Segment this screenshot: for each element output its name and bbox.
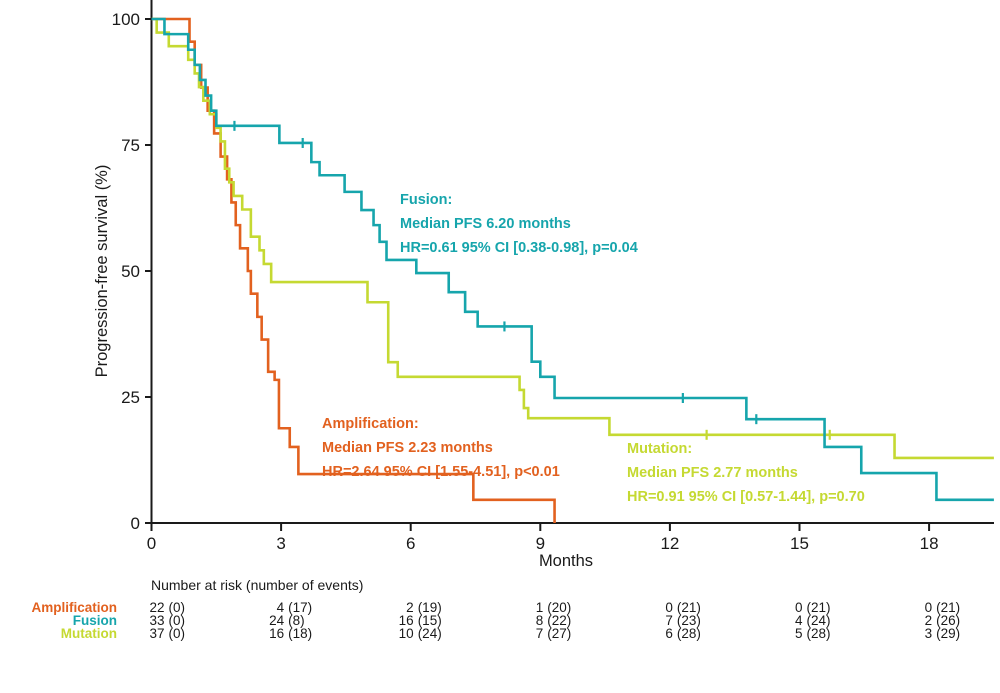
amplification-annotation: Amplification: Median PFS 2.23 months HR=2… xyxy=(322,416,560,480)
risk-cell: 7 (27) xyxy=(535,626,572,641)
risk-cell: 0 (21) xyxy=(924,600,961,615)
fusion-annotation-line: Median PFS 6.20 months xyxy=(400,216,571,232)
risk-cell: 0 (21) xyxy=(665,600,701,615)
amplification-survival-curve xyxy=(151,17,556,523)
mutation-annotation-line: HR=0.91 95% CI [0.57-1.44], p=0.70 xyxy=(627,489,865,505)
risk-cell: 8 (22) xyxy=(535,613,572,628)
x-tick-label: 12 xyxy=(660,534,679,553)
risk-table-title: Number at risk (number of events) xyxy=(151,577,364,593)
x-tick-label: 15 xyxy=(790,534,809,553)
risk-cell: 4 (24) xyxy=(794,613,831,628)
risk-cell: 24 (8) xyxy=(269,613,305,628)
axes-layer: 0 25 50 75 100 0 3 6 9 12 15 18 xyxy=(112,0,994,553)
risk-cell: 2 (19) xyxy=(406,600,442,615)
y-tick-label: 50 xyxy=(121,262,140,281)
risk-cell: 10 (24) xyxy=(398,626,442,641)
risk-cell: 7 (23) xyxy=(665,613,701,628)
fusion-annotation: Fusion: Median PFS 6.20 months HR=0.61 95%… xyxy=(400,192,638,256)
amplification-annotation-line: Median PFS 2.23 months xyxy=(322,440,493,456)
fusion-annotation-line: HR=0.61 95% CI [0.38-0.98], p=0.04 xyxy=(400,240,638,256)
mutation-survival-curve xyxy=(151,17,994,460)
risk-cell: 0 (21) xyxy=(794,600,831,615)
amplification-annotation-line: Amplification: xyxy=(322,416,419,432)
fusion-survival-curve xyxy=(151,17,994,502)
mutation-annotation-line: Mutation: xyxy=(627,441,692,457)
x-axis-title: Months xyxy=(539,552,593,570)
survival-plot: Progression-free survival (%) Months 0 25… xyxy=(93,0,994,570)
y-tick-label: 0 xyxy=(131,514,140,533)
y-axis-title: Progression-free survival (%) xyxy=(93,165,111,378)
risk-cell: 6 (28) xyxy=(665,626,701,641)
risk-cell: 16 (18) xyxy=(269,626,313,641)
risk-cell: 37 (0) xyxy=(149,626,186,641)
risk-row-label-fusion: Fusion xyxy=(72,613,117,628)
risk-cell: 2 (26) xyxy=(924,613,961,628)
amplification-annotation-line: HR=2.64 95% CI [1.55-4.51], p<0.01 xyxy=(322,464,560,480)
risk-row-label-amplification: Amplification xyxy=(31,600,117,615)
annotations-layer: Fusion: Median PFS 6.20 months HR=0.61 95%… xyxy=(322,192,865,505)
risk-row-label-mutation: Mutation xyxy=(60,626,117,641)
risk-cell: 16 (15) xyxy=(398,613,442,628)
risk-cell: 1 (20) xyxy=(535,600,572,615)
x-tick-label: 0 xyxy=(147,534,156,553)
y-tick-label: 25 xyxy=(121,388,140,407)
x-tick-label: 18 xyxy=(920,534,939,553)
x-tick-label: 6 xyxy=(406,534,415,553)
risk-cell: 33 (0) xyxy=(149,613,186,628)
fusion-annotation-line: Fusion: xyxy=(400,192,452,208)
curves-layer xyxy=(151,17,994,523)
risk-cell: 4 (17) xyxy=(276,600,313,615)
x-tick-label: 9 xyxy=(536,534,545,553)
risk-cell: 5 (28) xyxy=(794,626,831,641)
x-tick-label: 3 xyxy=(276,534,285,553)
risk-cell: 3 (29) xyxy=(924,626,961,641)
mutation-annotation: Mutation: Median PFS 2.77 months HR=0.91 9… xyxy=(627,441,865,505)
y-tick-label: 75 xyxy=(121,136,140,155)
y-tick-label: 100 xyxy=(112,10,140,29)
risk-cell: 22 (0) xyxy=(149,600,186,615)
mutation-annotation-line: Median PFS 2.77 months xyxy=(627,465,798,481)
